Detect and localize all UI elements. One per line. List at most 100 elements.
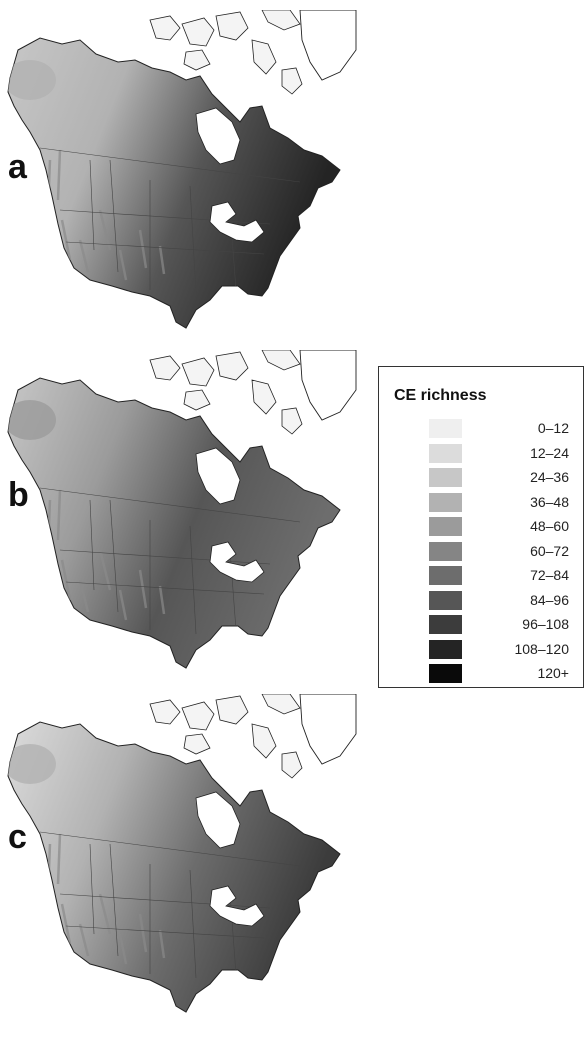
legend-item: 108–120 xyxy=(379,638,583,662)
legend-item: 48–60 xyxy=(379,515,583,539)
legend-label: 84–96 xyxy=(530,591,569,608)
legend-swatch xyxy=(429,541,462,561)
legend-label: 60–72 xyxy=(530,542,569,559)
mountain-ridge xyxy=(60,219,72,261)
mountain-ridge xyxy=(56,149,62,201)
legend-label: 108–120 xyxy=(514,640,569,657)
legend-title: CE richness xyxy=(394,387,487,404)
legend-item: 96–108 xyxy=(379,613,583,637)
arctic-island xyxy=(281,407,303,435)
legend-label: 96–108 xyxy=(522,616,569,632)
legend-item: 0–12 xyxy=(379,417,583,441)
province-border xyxy=(65,581,265,595)
province-border xyxy=(89,843,95,935)
province-border xyxy=(189,185,197,295)
map-panel-a: a xyxy=(0,10,360,350)
legend-item: 12–24 xyxy=(379,442,583,466)
map-overlays xyxy=(8,744,301,979)
panel-label: c xyxy=(8,818,27,856)
province-border xyxy=(65,241,265,255)
great-lakes xyxy=(209,541,265,583)
mountain-ridge xyxy=(98,549,112,591)
arctic-island xyxy=(281,751,303,779)
arctic-island xyxy=(181,17,215,47)
legend-item: 24–36 xyxy=(379,466,583,490)
legend-swatch xyxy=(429,419,462,438)
province-border xyxy=(39,831,301,867)
legend-label: 0–12 xyxy=(537,420,569,436)
map-panel-c: c xyxy=(0,694,360,1034)
legend-swatch xyxy=(429,639,462,659)
province-border xyxy=(65,925,265,939)
province-border xyxy=(39,147,301,183)
greenland xyxy=(299,350,357,421)
legend-swatch xyxy=(429,492,462,512)
alaska-patch xyxy=(8,60,56,100)
arctic-island xyxy=(215,695,249,725)
mountain-ridge xyxy=(98,209,112,251)
great-lakes xyxy=(209,201,265,243)
province-border xyxy=(59,549,271,565)
arctic-island xyxy=(215,11,249,41)
panel-label: b xyxy=(8,476,29,514)
province-border xyxy=(109,159,119,273)
legend-swatch xyxy=(429,443,462,463)
province-border xyxy=(189,525,197,635)
legend-swatch xyxy=(429,615,462,634)
province-border xyxy=(39,487,301,523)
mountain-ridge xyxy=(118,589,128,621)
province-border xyxy=(109,843,119,957)
mountain-ridge xyxy=(78,923,90,957)
continent-shape xyxy=(7,377,341,669)
arctic-island xyxy=(281,67,303,95)
legend-swatch xyxy=(429,566,462,585)
panel-label: a xyxy=(8,148,27,186)
legend-label: 36–48 xyxy=(530,493,569,510)
arctic-island xyxy=(251,39,277,75)
province-border xyxy=(59,209,271,225)
arctic-island xyxy=(251,379,277,415)
legend-item: 36–48 xyxy=(379,491,583,515)
legend-label: 72–84 xyxy=(530,567,569,583)
legend-swatch xyxy=(429,468,462,487)
arctic-island xyxy=(251,723,277,759)
north-america-map xyxy=(7,694,357,1013)
arctic-island xyxy=(183,389,211,411)
great-lakes xyxy=(209,885,265,927)
arctic-island xyxy=(261,350,301,371)
mountain-ridge xyxy=(98,893,112,935)
arctic-island xyxy=(183,49,211,71)
mountain-ridge xyxy=(118,933,128,965)
province-border xyxy=(89,159,95,251)
mountain-ridge xyxy=(56,489,62,541)
legend-item: 72–84 xyxy=(379,564,583,588)
mountain-ridge xyxy=(138,913,148,953)
north-america-map xyxy=(7,350,357,669)
continent-shape xyxy=(7,721,341,1013)
continent-shape xyxy=(7,37,341,329)
mountain-ridge xyxy=(60,903,72,945)
greenland xyxy=(299,10,357,81)
alaska-patch xyxy=(8,744,56,784)
arctic-island xyxy=(181,357,215,387)
mountain-ridge xyxy=(138,569,148,609)
legend-item: 84–96 xyxy=(379,589,583,613)
arctic-island xyxy=(215,351,249,381)
legend-swatch xyxy=(429,664,462,683)
legend-item: 120+ xyxy=(379,662,583,686)
mountain-ridge xyxy=(138,229,148,269)
legend-swatch xyxy=(429,517,462,536)
mountain-ridge xyxy=(78,239,90,273)
province-border xyxy=(109,499,119,613)
province-border xyxy=(59,893,271,909)
map-panel-b: b xyxy=(0,350,360,690)
mountain-ridge xyxy=(158,929,166,959)
arctic-island xyxy=(149,15,181,41)
legend-label: 48–60 xyxy=(530,518,569,534)
legend-label: 12–24 xyxy=(530,444,569,461)
hudson-bay xyxy=(195,447,241,505)
north-america-map xyxy=(7,10,357,329)
province-border xyxy=(189,869,197,979)
arctic-island xyxy=(183,733,211,755)
legend-box: CE richness 0–12 12–24 24–36 36–48 48–60 60–7… xyxy=(378,366,584,688)
